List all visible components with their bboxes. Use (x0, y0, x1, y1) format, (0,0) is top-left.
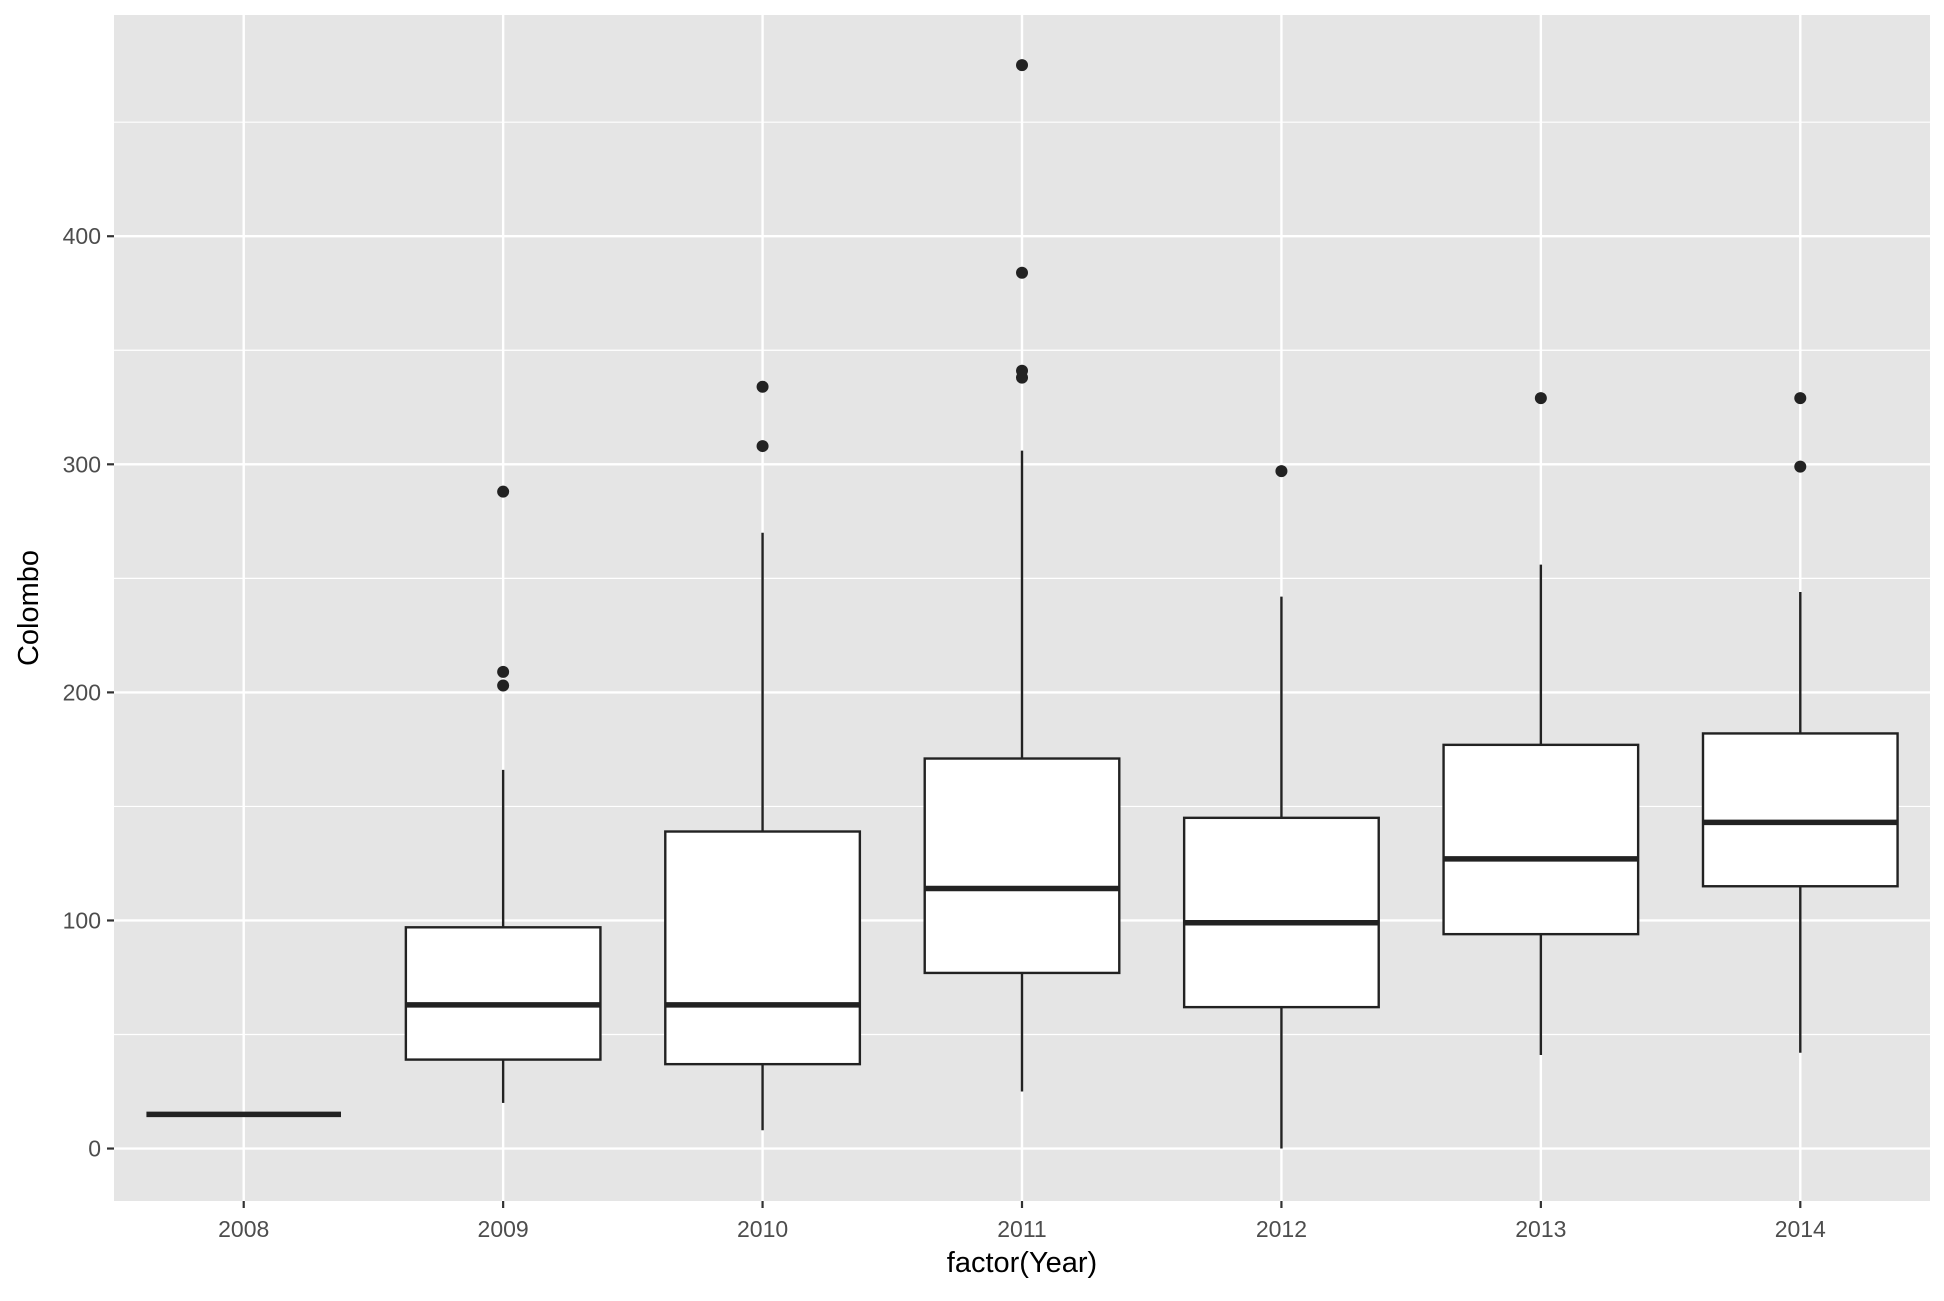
y-axis-title: Colombo (13, 550, 45, 666)
x-axis-title: factor(Year) (947, 1247, 1097, 1279)
x-tick-label: 2013 (1515, 1216, 1566, 1242)
outlier-point (1016, 266, 1028, 279)
box-body (664, 830, 862, 1066)
outlier-point (756, 380, 769, 393)
x-tick-label: 2008 (218, 1216, 269, 1242)
y-tick-label: 300 (63, 451, 101, 477)
box-body (1701, 732, 1899, 888)
box-body (1182, 816, 1380, 1009)
box-2014 (1701, 392, 1899, 1053)
y-tick-label: 0 (88, 1136, 101, 1162)
box-2011 (923, 59, 1121, 1092)
box-2013 (1442, 392, 1640, 1056)
outlier-point (756, 440, 769, 453)
x-tick-label: 2012 (1256, 1216, 1307, 1242)
y-tick-label: 400 (63, 223, 101, 249)
y-tick-label: 100 (63, 907, 101, 933)
outlier-point (497, 679, 510, 692)
x-tick-label: 2014 (1775, 1216, 1826, 1242)
y-tick-label: 200 (63, 679, 101, 705)
outlier-point (1794, 392, 1807, 405)
outlier-point (1534, 392, 1547, 405)
outlier-point (497, 485, 510, 498)
outlier-point (497, 665, 510, 678)
x-tick-label: 2011 (997, 1216, 1046, 1242)
x-tick-label: 2009 (478, 1216, 529, 1242)
box-body (1442, 743, 1640, 936)
axes: 0 100 200 300 400 2008 2009 2010 2011 2012 2013 201… (63, 223, 1826, 1242)
outlier-point (1016, 59, 1028, 72)
box-body (923, 757, 1121, 975)
box-marks (146, 59, 1899, 1149)
box-2010 (664, 380, 862, 1131)
box-2012 (1182, 465, 1380, 1149)
outlier-point (1794, 460, 1807, 473)
outlier-point (1016, 364, 1028, 377)
x-tick-label: 2010 (737, 1216, 788, 1242)
box-body (404, 926, 602, 1061)
box-2009 (404, 485, 602, 1103)
outlier-point (1275, 465, 1288, 478)
